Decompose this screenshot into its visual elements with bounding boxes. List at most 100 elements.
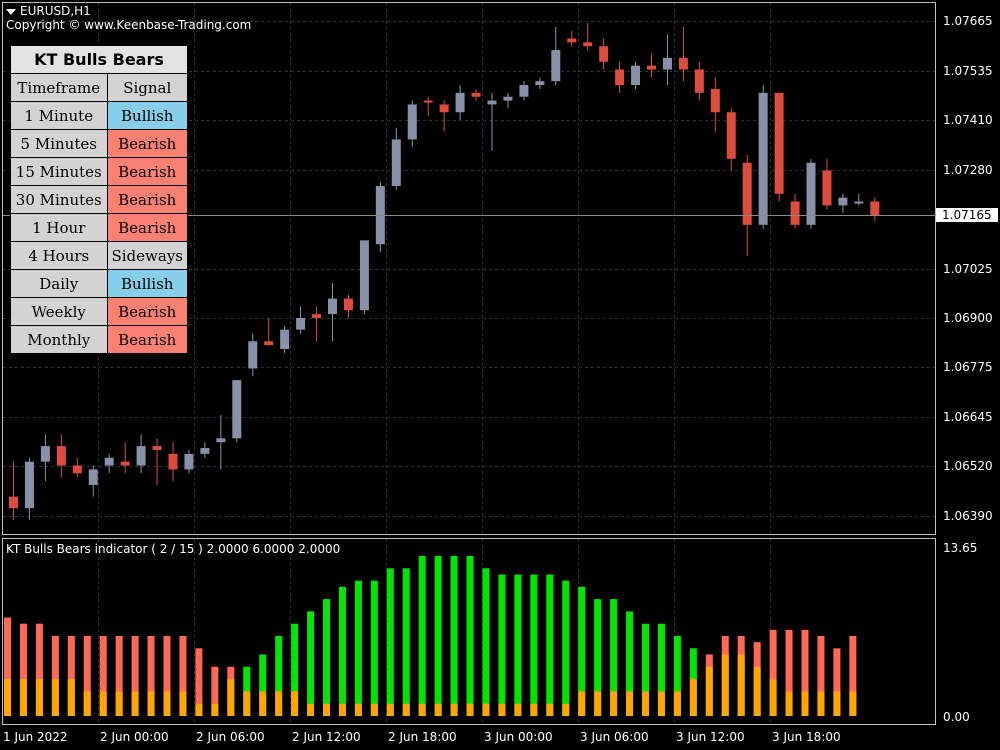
histogram-base-bar — [562, 703, 570, 716]
candle-body — [120, 461, 130, 466]
header-signal: Signal — [106, 73, 188, 102]
signal-cell: Bullish — [106, 269, 188, 298]
candle-body — [88, 469, 98, 485]
price-tick-label: 1.07535 — [943, 64, 993, 78]
candle-body — [328, 298, 337, 315]
histogram-bar — [466, 556, 474, 716]
histogram-base-bar — [642, 691, 649, 716]
histogram-bar — [402, 568, 410, 716]
histogram-base-bar — [291, 691, 299, 716]
histogram-bar — [338, 586, 346, 716]
histogram-base-bar — [849, 691, 857, 716]
candle-body — [168, 453, 178, 470]
price-tick-label: 1.06645 — [943, 410, 993, 424]
histogram-base-bar — [259, 691, 267, 716]
histogram-bar — [594, 599, 602, 716]
histogram-base-bar — [402, 703, 410, 716]
histogram-bar — [482, 568, 490, 716]
histogram-bar — [769, 629, 777, 716]
candle-body — [583, 42, 593, 47]
histogram-bar — [514, 574, 522, 716]
indicator-title: KT Bulls Bears indicator ( 2 / 15 ) 2.00… — [6, 542, 341, 556]
histogram-bar — [354, 580, 362, 716]
price-tick-label: 1.07410 — [943, 113, 993, 127]
symbol-label[interactable]: EURUSD,H1 — [6, 5, 91, 18]
histogram-bar — [801, 629, 809, 716]
timeframe-cell: 1 Minute — [10, 101, 108, 130]
histogram-bar — [546, 574, 554, 716]
histogram-bar — [785, 629, 793, 716]
histogram-base-bar — [99, 691, 107, 716]
histogram-bar — [35, 623, 43, 716]
histogram-base-bar — [657, 691, 665, 716]
candle-body — [822, 170, 832, 206]
table-row: Monthly Bearish — [10, 325, 188, 354]
histogram-bar — [163, 636, 171, 716]
signal-cell: Bullish — [106, 101, 188, 130]
histogram-bar — [4, 617, 11, 716]
time-tick-label: 3 Jun 12:00 — [676, 730, 745, 744]
histogram-bar — [530, 574, 538, 716]
candle-body — [391, 139, 401, 186]
indicator-histogram — [4, 556, 857, 716]
histogram-base-bar — [753, 666, 761, 716]
histogram-base-bar — [498, 703, 506, 716]
histogram-bar — [849, 636, 857, 716]
candle-body — [726, 112, 736, 159]
candle-body — [184, 453, 194, 470]
histogram-base-bar — [195, 703, 203, 716]
signal-cell: Bearish — [106, 297, 188, 326]
histogram-base-bar — [594, 691, 602, 716]
histogram-base-bar — [769, 679, 777, 716]
signal-cell: Sideways — [106, 241, 188, 270]
candle-body — [407, 104, 417, 140]
candle-body — [790, 201, 800, 225]
histogram-bar — [307, 611, 315, 716]
histogram-base-bar — [147, 691, 155, 716]
histogram-bar — [259, 654, 267, 716]
candle-body — [806, 162, 816, 225]
histogram-bar — [386, 568, 394, 716]
candle-body — [742, 162, 752, 225]
histogram-bar — [67, 636, 75, 716]
histogram-bar — [291, 623, 299, 716]
time-tick-label: 3 Jun 00:00 — [484, 730, 553, 744]
histogram-bar — [99, 636, 107, 716]
candle-body — [248, 341, 258, 369]
histogram-base-bar — [546, 703, 554, 716]
candle-body — [503, 96, 513, 101]
indicator-axis-bottom: 0.00 — [943, 710, 970, 724]
time-tick-label: 3 Jun 06:00 — [580, 730, 649, 744]
candle-body — [280, 329, 290, 350]
table-row: 5 Minutes Bearish — [10, 129, 188, 158]
histogram-base-bar — [307, 703, 315, 716]
dropdown-triangle-icon[interactable] — [6, 8, 16, 15]
histogram-bar — [115, 636, 123, 716]
histogram-base-bar — [434, 703, 442, 716]
histogram-base-bar — [354, 703, 362, 716]
histogram-base-bar — [19, 679, 27, 716]
candle-body — [40, 446, 50, 462]
candle-body — [854, 201, 864, 204]
histogram-base-bar — [51, 679, 59, 716]
histogram-base-bar — [817, 691, 825, 716]
candle-body — [9, 496, 18, 509]
histogram-bar — [434, 556, 442, 716]
candle-body — [758, 92, 768, 225]
candle-body — [774, 92, 784, 194]
panel-title: KT Bulls Bears — [10, 45, 188, 74]
price-tick-label: 1.06520 — [943, 459, 993, 473]
candle-body — [423, 100, 433, 103]
candle-body — [647, 65, 656, 70]
histogram-bar — [833, 648, 841, 716]
histogram-bar — [562, 580, 570, 716]
histogram-bar — [578, 586, 586, 716]
candle-body — [296, 318, 306, 330]
histogram-base-bar — [211, 703, 219, 716]
histogram-base-bar — [323, 703, 330, 716]
table-row: 1 Minute Bullish — [10, 101, 188, 130]
histogram-base-bar — [514, 703, 522, 716]
price-candles — [9, 22, 880, 520]
candle-body — [455, 92, 465, 113]
histogram-bar — [147, 636, 155, 716]
